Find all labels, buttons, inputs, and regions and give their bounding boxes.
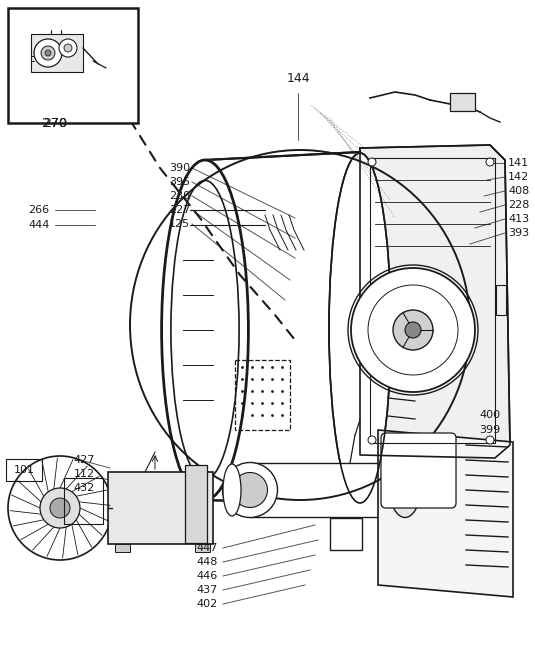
Text: 230: 230 — [169, 191, 190, 201]
Bar — [115, 544, 130, 552]
Circle shape — [351, 268, 475, 392]
FancyBboxPatch shape — [381, 433, 456, 508]
Text: 402: 402 — [197, 599, 218, 609]
Circle shape — [486, 436, 494, 444]
Circle shape — [59, 39, 77, 57]
Bar — [235, 360, 290, 430]
Polygon shape — [360, 145, 510, 458]
Text: 112: 112 — [73, 469, 95, 479]
Text: 400: 400 — [479, 410, 500, 420]
Text: 266: 266 — [28, 205, 49, 215]
Text: 228: 228 — [508, 200, 529, 210]
Circle shape — [405, 322, 421, 338]
Circle shape — [50, 498, 70, 518]
Bar — [370, 158, 495, 443]
Text: 270: 270 — [42, 117, 68, 130]
Text: 427: 427 — [73, 455, 95, 465]
Bar — [450, 93, 475, 111]
Polygon shape — [205, 152, 360, 505]
Bar — [185, 465, 207, 543]
Text: 444: 444 — [28, 220, 49, 230]
Text: 395: 395 — [169, 177, 190, 187]
Bar — [195, 544, 210, 552]
Bar — [31, 34, 83, 72]
Circle shape — [8, 456, 112, 560]
Bar — [330, 518, 362, 550]
Text: 399: 399 — [479, 425, 500, 435]
Bar — [8, 8, 138, 123]
Text: 142: 142 — [508, 172, 529, 182]
Circle shape — [40, 488, 80, 528]
Text: 141: 141 — [508, 158, 529, 168]
Ellipse shape — [329, 153, 391, 503]
Text: 432: 432 — [73, 483, 95, 493]
Text: 101: 101 — [13, 465, 34, 475]
Text: 413: 413 — [508, 214, 529, 224]
Ellipse shape — [223, 464, 241, 516]
Circle shape — [45, 50, 51, 56]
Text: 437: 437 — [197, 585, 218, 595]
Ellipse shape — [390, 462, 420, 517]
Circle shape — [368, 158, 376, 166]
Text: 447: 447 — [197, 543, 218, 553]
Bar — [108, 472, 213, 544]
Ellipse shape — [233, 473, 268, 508]
Text: 448: 448 — [197, 557, 218, 567]
Bar — [250, 463, 405, 517]
Circle shape — [368, 436, 376, 444]
Text: 393: 393 — [508, 228, 529, 238]
Text: 227: 227 — [169, 205, 190, 215]
Circle shape — [41, 46, 55, 60]
Circle shape — [393, 310, 433, 350]
Text: 390: 390 — [169, 163, 190, 173]
Circle shape — [34, 39, 62, 67]
Circle shape — [486, 158, 494, 166]
Text: 144: 144 — [286, 72, 310, 85]
Polygon shape — [378, 430, 513, 597]
Text: 125: 125 — [169, 219, 190, 229]
Text: 446: 446 — [197, 571, 218, 581]
Ellipse shape — [223, 462, 278, 517]
Bar — [496, 285, 506, 315]
Text: 270: 270 — [43, 117, 67, 130]
Circle shape — [64, 44, 72, 52]
Text: 408: 408 — [508, 186, 529, 196]
